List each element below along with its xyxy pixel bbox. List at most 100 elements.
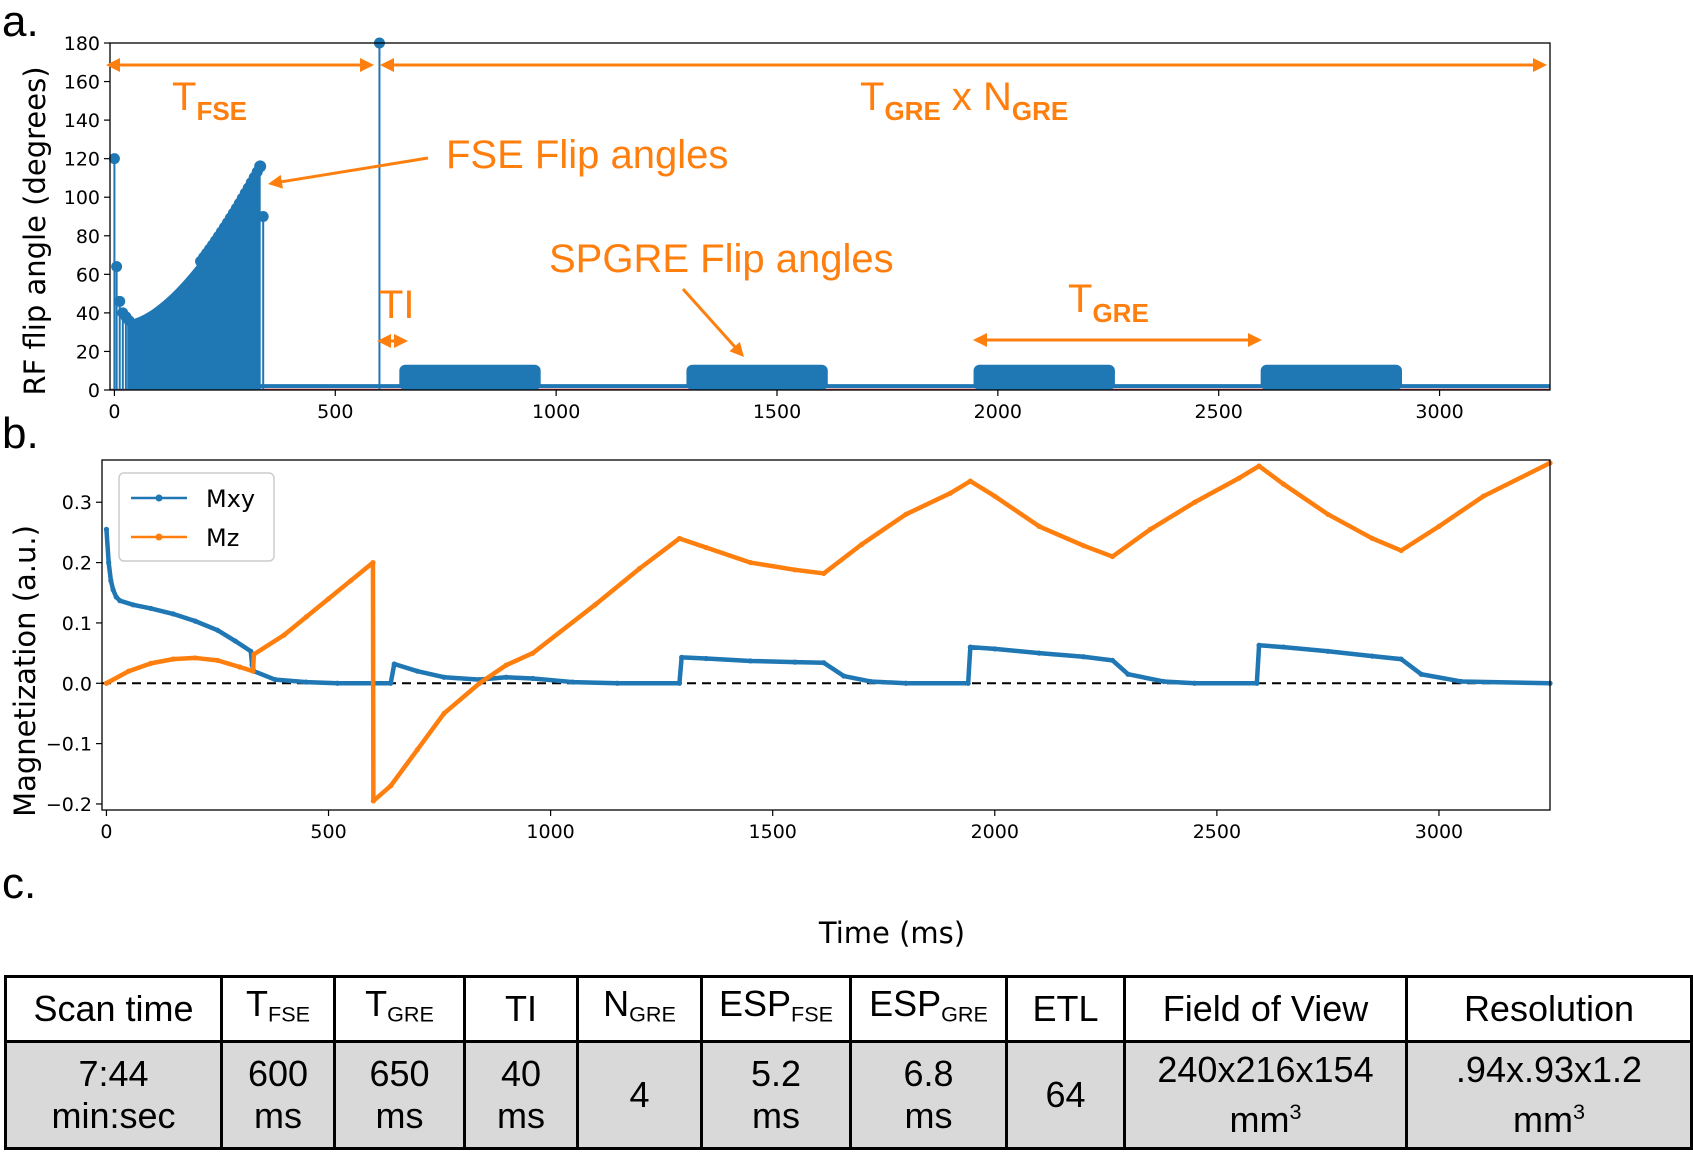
t-gre-period-label: TGRE [1068,277,1149,328]
series-mxy-point [103,526,110,532]
mag-x-tick-label: 2000 [971,821,1019,843]
rf-y-tick-label: 120 [64,149,100,171]
value-line-2: min:sec [7,1095,220,1137]
series-mz-point [530,650,536,656]
series-mz-point [170,656,176,662]
magnetization-plot-frame [101,459,1551,811]
series-mz-point [1256,463,1262,469]
series-mz-line [105,461,1552,804]
series-mxy-point [967,644,973,650]
series-mxy-point [130,602,136,608]
table-value-cell: 40 ms [463,1040,579,1150]
legend-marker-mz [155,533,163,541]
t-gre-period-label-main: T [1068,277,1092,321]
magnetization-legend: Mxy Mz [118,472,275,562]
table-header-cell: ETL [1005,975,1126,1043]
series-mz-point [237,664,243,670]
rf-annotations: TFSE TGRE x NGRE FSE Flip angles SPGRE Flip… [106,58,1547,357]
series-mz-point [192,655,198,661]
series-mxy-point [106,559,112,566]
rf-axis-ticks: 0 500 1000 1500 2000 2500 3000 0 20 40 60 80 100 120 1… [64,33,1464,423]
series-mxy-point [1256,642,1262,648]
series-mxy-point [1109,657,1116,663]
t-gre-span-arrow-head-right [1248,333,1262,347]
series-mz-point [703,544,709,551]
fse-stem-marker [111,261,123,273]
rf-x-tick-label: 0 [108,401,120,423]
fse-final-marker [257,211,269,222]
table-header-cell: Scan time [4,975,223,1043]
series-mxy-point [1081,654,1087,660]
series-mz-point [636,566,643,572]
series-mxy-point [747,658,754,664]
series-mxy-point [1160,678,1167,685]
series-mz-point [503,662,509,668]
series-mxy-point [821,660,827,666]
series-mz-point [348,578,354,584]
t-fse-label-main: T [172,75,196,119]
header-label: Scan time [33,988,194,1029]
t-gre-x-n-gre-n-gre-main: N [983,75,1012,119]
series-mz-point [441,710,447,717]
panel-label-a: a. [2,0,39,46]
header-label: Field of View [1162,988,1369,1029]
series-mxy-point [530,675,536,682]
t-fse-label: TFSE [172,75,247,126]
series-mxy-point [232,638,238,644]
t-gre-x-n-gre-n-gre-sub: GRE [1012,96,1068,126]
series-mz-point [1398,547,1404,554]
series-mz-point [1480,493,1486,499]
series-mz-point [126,668,132,674]
fse-peak-marker [254,160,267,173]
value-line-2: ms [703,1095,849,1137]
fse-stem-marker [114,295,126,307]
value-line-1: 6.8 [903,1053,954,1094]
mag-y-tick-label: 0.2 [62,553,92,575]
series-mxy-point [441,674,447,680]
series-mz-point [281,632,287,638]
mag-x-tick-label: 2500 [1193,821,1241,843]
value-line-2: ms [223,1095,333,1137]
series-mz-point [214,657,221,663]
value-unit: ms [904,1095,953,1136]
series-mxy-point [1254,680,1260,686]
series-mxy-point [1458,678,1464,685]
rf-x-tick-label: 1500 [753,401,801,423]
series-mxy-point [108,578,114,584]
series-mxy-point [703,655,709,662]
value-unit: ms [254,1095,302,1136]
spgre-flip-angles-label: SPGRE Flip angles [549,237,894,281]
rf-x-tick-label: 2500 [1195,401,1243,423]
series-mxy-point [792,659,798,665]
series-mz-point [1081,543,1087,549]
table-value-cell: 64 [1005,1040,1126,1150]
value-superscript: 3 [1572,1099,1585,1125]
series-mz-point [388,783,394,789]
value-superscript: 3 [1289,1099,1302,1125]
series-mz-point [1325,511,1331,517]
value-unit: mm [1229,1098,1290,1140]
series-mxy-point [867,678,874,685]
series-mz-point [947,490,953,496]
mag-x-tick-label: 0 [100,821,112,843]
table-value-cell: 650 ms [333,1040,466,1150]
spgre-flip-block [1260,364,1403,390]
fse-flip-angles-label: FSE Flip angles [446,133,728,177]
header-label: T [365,982,388,1024]
series-mxy-point [841,673,847,679]
charts-canvas: 0 500 1000 1500 2000 2500 3000 0 20 40 60 80 100 120 1… [8,33,1553,950]
mag-x-tick-label: 3000 [1415,821,1463,843]
header-label: ESP [869,982,942,1024]
legend-label-mz: Mz [206,524,239,552]
series-mxy-point [303,679,309,685]
header-subscript: GRE [387,1001,434,1027]
fse-flip-pointer-arrow-head [268,174,283,189]
t-fse-span-arrow-head-right [360,58,374,72]
table-header-cell: Field of View [1123,975,1408,1043]
value-unit: ms [752,1095,800,1136]
table-value-cell: 4 [576,1040,703,1150]
series-mxy-point [1369,653,1375,659]
table-value-cell: 5.2 ms [700,1040,852,1150]
t-gre-x-n-gre-times: x [941,75,983,119]
header-label: N [603,982,630,1024]
